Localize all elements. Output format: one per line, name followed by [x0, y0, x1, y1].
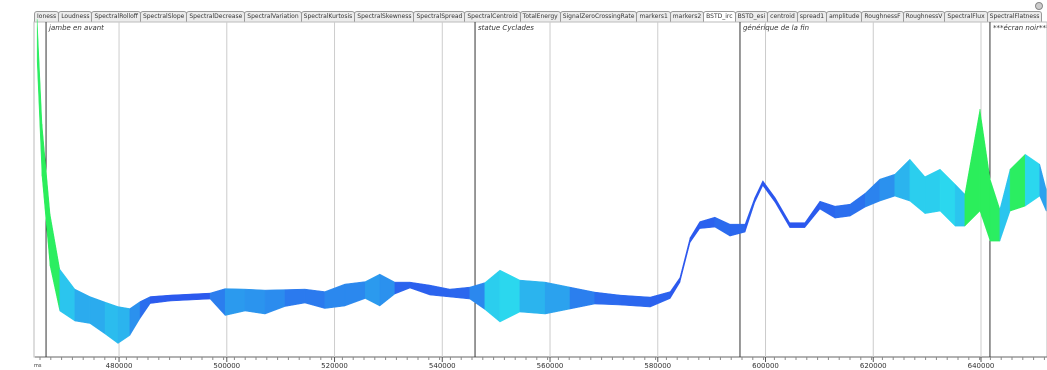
band-segment [244, 288, 266, 315]
x-tick-label: 580000 [644, 362, 671, 370]
band-segment [879, 173, 896, 202]
marker-label: ***écran noir*** [993, 24, 1047, 32]
x-tick-label: 620000 [860, 362, 887, 370]
tab-bar: Ioness Loudness SpectralRolloff SpectralSlo… [34, 11, 1043, 22]
x-tick-label: 520000 [321, 362, 348, 370]
close-button[interactable] [1035, 2, 1043, 10]
band-segment [544, 281, 571, 315]
band-segment [619, 294, 651, 308]
x-tick-label: 480000 [106, 362, 133, 370]
x-tick-label: 600000 [752, 362, 779, 370]
band-segment [834, 203, 851, 219]
band-segment [449, 286, 471, 300]
band-segment [519, 279, 546, 315]
x-tick-label: 540000 [429, 362, 456, 370]
x-unit: ms [34, 363, 42, 369]
band-segment [224, 288, 246, 316]
band-segment [169, 293, 191, 302]
band-segment [924, 168, 941, 214]
x-tick-label: 640000 [968, 362, 995, 370]
band-segment [189, 292, 211, 301]
band-segment [1039, 164, 1047, 212]
band-segment [789, 222, 806, 228]
marker-label: statue Cyclades [478, 24, 534, 32]
x-tick-label: 560000 [537, 362, 564, 370]
marker-label: jambe en avant [48, 24, 104, 32]
tab[interactable]: SpectralFlatness [986, 11, 1043, 22]
x-tick-label: 500000 [213, 362, 240, 370]
marker-label: générique de la fin [743, 24, 809, 32]
